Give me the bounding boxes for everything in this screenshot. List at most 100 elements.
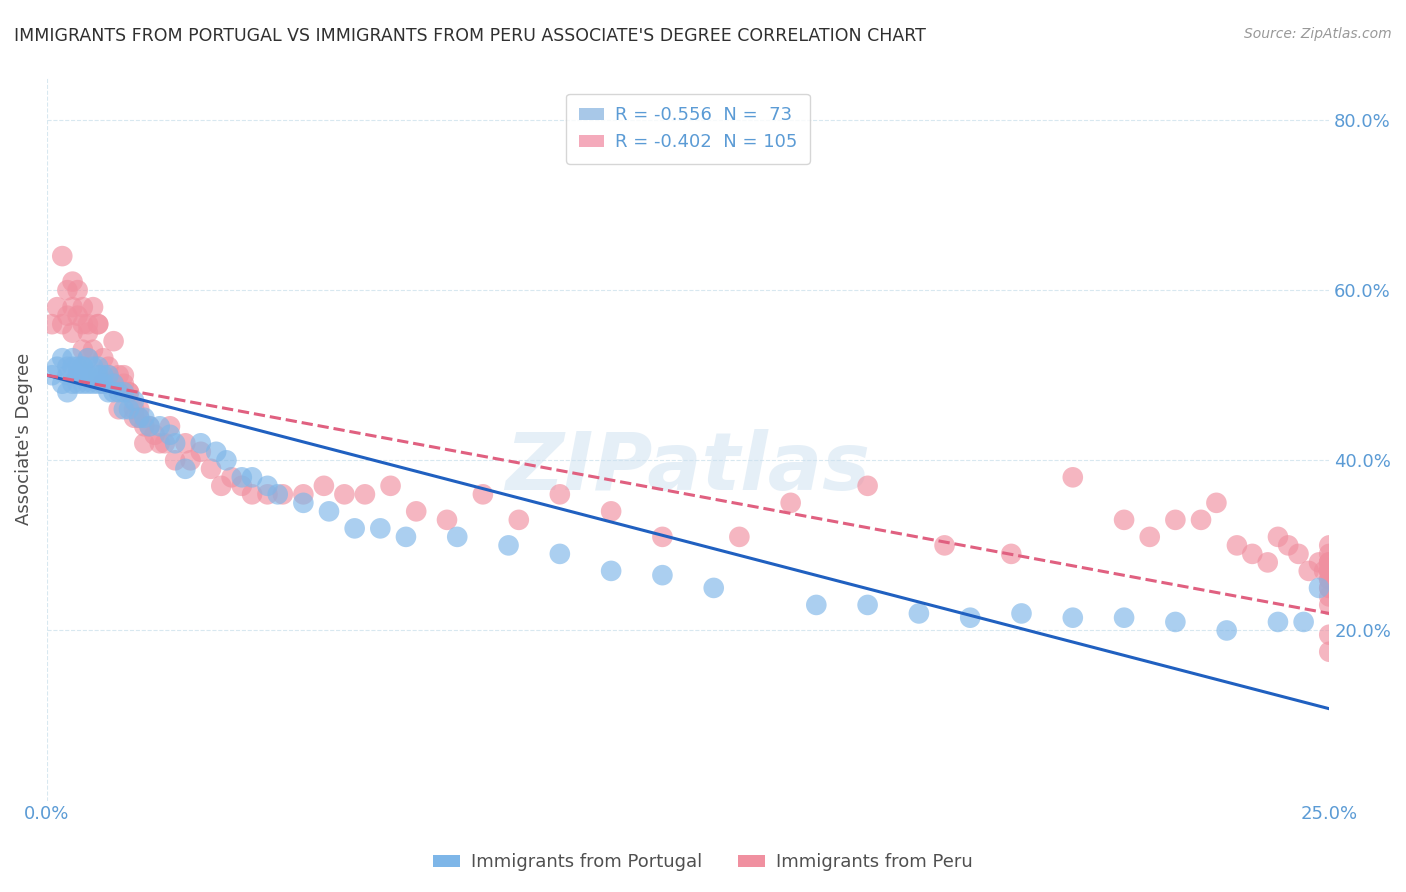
- Point: [51, 317, 73, 331]
- Point: [72, 376, 94, 391]
- Point: [1062, 610, 1084, 624]
- Point: [1215, 624, 1237, 638]
- Point: [240, 487, 263, 501]
- Point: [56, 309, 79, 323]
- Point: [118, 385, 141, 400]
- Point: [134, 436, 156, 450]
- Point: [165, 436, 187, 450]
- Legend: Immigrants from Portugal, Immigrants from Peru: Immigrants from Portugal, Immigrants fro…: [426, 847, 980, 879]
- Point: [103, 334, 125, 348]
- Point: [149, 436, 172, 450]
- Point: [82, 376, 104, 391]
- Text: IMMIGRANTS FROM PORTUGAL VS IMMIGRANTS FROM PERU ASSOCIATE'S DEGREE CORRELATION : IMMIGRANTS FROM PORTUGAL VS IMMIGRANTS F…: [14, 27, 927, 45]
- Point: [354, 487, 377, 501]
- Point: [343, 521, 366, 535]
- Point: [77, 351, 100, 366]
- Point: [1317, 564, 1340, 578]
- Point: [292, 487, 315, 501]
- Point: [51, 376, 73, 391]
- Point: [159, 419, 181, 434]
- Text: Source: ZipAtlas.com: Source: ZipAtlas.com: [1244, 27, 1392, 41]
- Point: [934, 538, 956, 552]
- Point: [856, 479, 879, 493]
- Point: [51, 351, 73, 366]
- Point: [62, 351, 84, 366]
- Point: [600, 504, 623, 518]
- Point: [856, 598, 879, 612]
- Point: [66, 309, 89, 323]
- Point: [215, 453, 238, 467]
- Point: [1317, 573, 1340, 587]
- Point: [41, 368, 63, 383]
- Point: [1317, 581, 1340, 595]
- Point: [118, 402, 141, 417]
- Point: [122, 410, 145, 425]
- Point: [651, 530, 673, 544]
- Point: [62, 359, 84, 374]
- Legend: R = -0.556  N =  73, R = -0.402  N = 105: R = -0.556 N = 73, R = -0.402 N = 105: [567, 94, 810, 164]
- Point: [62, 275, 84, 289]
- Point: [87, 359, 110, 374]
- Point: [82, 359, 104, 374]
- Point: [87, 317, 110, 331]
- Point: [82, 343, 104, 357]
- Point: [333, 487, 356, 501]
- Point: [368, 521, 391, 535]
- Point: [436, 513, 458, 527]
- Point: [1288, 547, 1310, 561]
- Point: [959, 610, 981, 624]
- Point: [1317, 555, 1340, 569]
- Point: [134, 419, 156, 434]
- Point: [91, 376, 114, 391]
- Point: [97, 359, 120, 374]
- Point: [56, 283, 79, 297]
- Point: [728, 530, 751, 544]
- Point: [56, 368, 79, 383]
- Point: [1062, 470, 1084, 484]
- Point: [77, 326, 100, 340]
- Point: [231, 479, 253, 493]
- Point: [66, 376, 89, 391]
- Point: [318, 504, 340, 518]
- Point: [66, 368, 89, 383]
- Point: [62, 300, 84, 314]
- Point: [62, 376, 84, 391]
- Point: [1257, 555, 1279, 569]
- Point: [1317, 581, 1340, 595]
- Point: [62, 326, 84, 340]
- Point: [548, 487, 571, 501]
- Point: [159, 427, 181, 442]
- Point: [1308, 581, 1330, 595]
- Point: [1139, 530, 1161, 544]
- Point: [103, 376, 125, 391]
- Point: [548, 547, 571, 561]
- Point: [1317, 645, 1340, 659]
- Point: [1317, 598, 1340, 612]
- Point: [41, 317, 63, 331]
- Point: [51, 249, 73, 263]
- Point: [240, 470, 263, 484]
- Point: [143, 427, 166, 442]
- Point: [1292, 615, 1315, 629]
- Point: [471, 487, 494, 501]
- Point: [97, 385, 120, 400]
- Point: [1267, 530, 1289, 544]
- Point: [1189, 513, 1212, 527]
- Point: [1317, 573, 1340, 587]
- Y-axis label: Associate's Degree: Associate's Degree: [15, 353, 32, 525]
- Point: [1277, 538, 1299, 552]
- Point: [256, 487, 278, 501]
- Point: [122, 393, 145, 408]
- Point: [91, 368, 114, 383]
- Point: [87, 368, 110, 383]
- Point: [138, 419, 160, 434]
- Point: [1112, 610, 1135, 624]
- Point: [91, 376, 114, 391]
- Point: [446, 530, 468, 544]
- Point: [779, 496, 801, 510]
- Point: [66, 283, 89, 297]
- Point: [103, 376, 125, 391]
- Point: [256, 479, 278, 493]
- Point: [82, 300, 104, 314]
- Point: [1011, 607, 1033, 621]
